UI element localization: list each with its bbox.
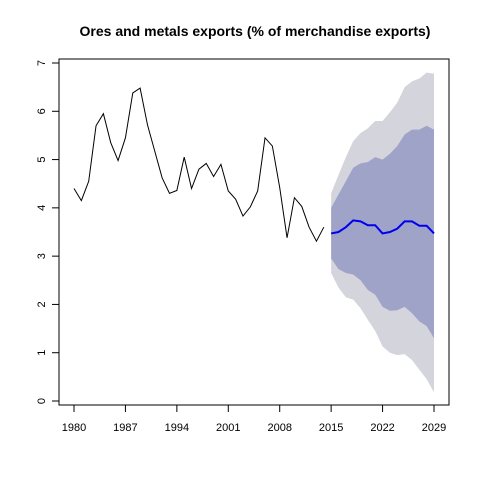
y-tick-label: 5 xyxy=(36,157,48,163)
x-tick-label: 2001 xyxy=(216,422,240,434)
x-tick-label: 2015 xyxy=(319,422,343,434)
forecast-mean-line xyxy=(330,219,435,235)
x-axis: 1980 1987 1994 2001 2008 2015 2022 2029 xyxy=(62,404,446,434)
x-tick-label: 2029 xyxy=(422,422,446,434)
x-tick-label: 2022 xyxy=(370,422,394,434)
chart-title: Ores and metals exports (% of merchandis… xyxy=(80,23,431,39)
y-tick-label: 7 xyxy=(36,60,48,66)
x-tick-label: 1987 xyxy=(113,422,137,434)
y-tick-label: 2 xyxy=(36,301,48,307)
y-tick-label: 1 xyxy=(36,350,48,356)
y-tick-label: 3 xyxy=(36,253,48,259)
x-tick-label: 1994 xyxy=(165,422,189,434)
y-axis: 0 1 2 3 4 5 6 7 xyxy=(36,60,60,404)
x-tick-label: 1980 xyxy=(62,422,86,434)
y-tick-label: 0 xyxy=(36,398,48,404)
series-lines xyxy=(73,87,435,243)
history-line xyxy=(73,87,325,243)
y-tick-label: 6 xyxy=(36,108,48,114)
y-tick-label: 4 xyxy=(36,205,48,211)
x-tick-label: 2008 xyxy=(267,422,291,434)
